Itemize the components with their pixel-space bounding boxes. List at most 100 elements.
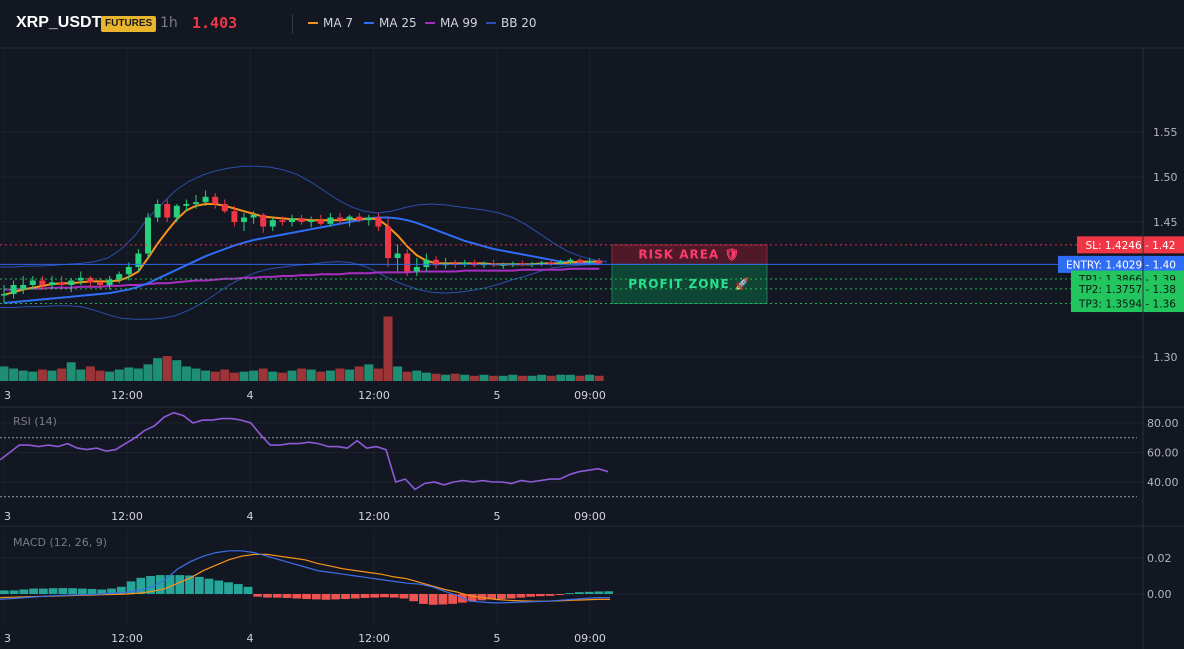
time-tick-label-macd: 5 (494, 632, 501, 645)
legend-swatch-ma99 (425, 21, 435, 24)
candle-body[interactable] (413, 267, 420, 272)
candle-body[interactable] (183, 204, 190, 206)
timeframe-label[interactable]: 1h (160, 15, 178, 31)
candle-body[interactable] (586, 260, 593, 263)
candle-body[interactable] (557, 261, 564, 264)
candle-body[interactable] (250, 214, 257, 218)
candle-body[interactable] (567, 259, 574, 262)
volume-bar (546, 375, 556, 381)
macd-histogram-bar (48, 588, 58, 594)
volume-bar (201, 370, 211, 381)
candle-body[interactable] (116, 274, 123, 280)
candle-body[interactable] (317, 220, 324, 224)
candle-body[interactable] (461, 262, 468, 265)
candle-body[interactable] (97, 282, 103, 285)
candle-body[interactable] (68, 280, 75, 286)
legend-ma99[interactable]: MA 99 (425, 16, 478, 30)
macd-histogram-bar (272, 594, 282, 598)
candle-body[interactable] (289, 218, 295, 222)
candle-body[interactable] (202, 196, 209, 203)
candle-body[interactable] (538, 262, 545, 265)
candle-body[interactable] (49, 282, 55, 285)
candle-body[interactable] (433, 259, 439, 266)
macd-histogram-bar (126, 581, 136, 594)
candle-body[interactable] (279, 220, 286, 222)
candle-body[interactable] (145, 217, 151, 254)
candle-body[interactable] (164, 204, 171, 218)
macd-histogram-bar (233, 584, 243, 594)
macd-histogram-bar (0, 590, 9, 594)
candle-body[interactable] (327, 217, 334, 224)
volume-bar (258, 368, 268, 381)
candle-body[interactable] (125, 267, 132, 275)
candle-body[interactable] (308, 220, 315, 222)
candle-body[interactable] (423, 259, 430, 267)
volume-bar (431, 373, 441, 381)
candle-body[interactable] (548, 262, 555, 265)
volume-bar (354, 366, 364, 381)
candle-body[interactable] (20, 285, 27, 290)
volume-bar (565, 374, 575, 381)
macd-histogram-bar (331, 594, 341, 600)
candle-body[interactable] (193, 202, 199, 204)
macd-histogram-bar (321, 594, 331, 600)
candle-body[interactable] (356, 216, 363, 221)
volume-bar (316, 371, 326, 381)
symbol-title[interactable]: XRP_USDT (16, 14, 102, 31)
time-tick-label-rsi: 5 (494, 510, 501, 523)
macd-histogram-bar (516, 594, 526, 598)
time-tick-label-main: 4 (247, 389, 254, 402)
futures-badge: FUTURES (101, 16, 157, 32)
candle-body[interactable] (173, 205, 180, 218)
rsi-tick-label: 80.00 (1147, 417, 1179, 430)
candle-body[interactable] (346, 216, 353, 221)
candle-body[interactable] (337, 217, 343, 221)
candle-body[interactable] (269, 220, 276, 227)
volume-bar (393, 366, 403, 381)
legend-ma7[interactable]: MA 7 (308, 16, 353, 30)
price-tick-label: 1.45 (1153, 216, 1178, 229)
candle-body[interactable] (10, 285, 17, 294)
candle-body[interactable] (596, 260, 603, 264)
candle-body[interactable] (471, 262, 478, 266)
bb-upper-line (0, 165, 608, 268)
macd-histogram-bar (565, 593, 575, 595)
volume-bar (268, 371, 278, 381)
macd-histogram-bar (380, 594, 389, 598)
candle-body[interactable] (29, 280, 36, 286)
macd-histogram-bar (409, 594, 419, 602)
macd-histogram-bar (155, 575, 165, 594)
volume-bar (402, 371, 412, 381)
candle-body[interactable] (39, 280, 46, 286)
candle-body[interactable] (241, 217, 247, 223)
candle-body[interactable] (260, 214, 267, 227)
legend-bb20[interactable]: BB 20 (486, 16, 537, 30)
candle-body[interactable] (1, 294, 7, 296)
macd-histogram-bar (263, 594, 272, 598)
volume-bar (18, 370, 28, 381)
candle-body[interactable] (365, 217, 372, 221)
candle-body[interactable] (231, 211, 238, 222)
candle-body[interactable] (298, 218, 305, 222)
candle-body[interactable] (106, 279, 113, 285)
legend-swatch-bb20 (486, 21, 496, 24)
candle-body[interactable] (221, 204, 228, 212)
candle-body[interactable] (135, 253, 142, 268)
candle-body[interactable] (394, 253, 401, 259)
candle-body[interactable] (212, 196, 219, 204)
candle-body[interactable] (154, 204, 161, 218)
candle-body[interactable] (577, 259, 583, 263)
macd-histogram-bar (136, 577, 146, 594)
candle-body[interactable] (375, 217, 382, 227)
time-tick-label-rsi: 12:00 (358, 510, 390, 523)
candle-body[interactable] (87, 277, 94, 283)
candle-body[interactable] (404, 253, 411, 272)
candle-body[interactable] (385, 226, 391, 259)
candle-body[interactable] (58, 282, 65, 285)
volume-bar (450, 373, 460, 381)
candle-body[interactable] (500, 264, 507, 266)
legend-ma25[interactable]: MA 25 (364, 16, 417, 30)
volume-bar (479, 374, 489, 381)
